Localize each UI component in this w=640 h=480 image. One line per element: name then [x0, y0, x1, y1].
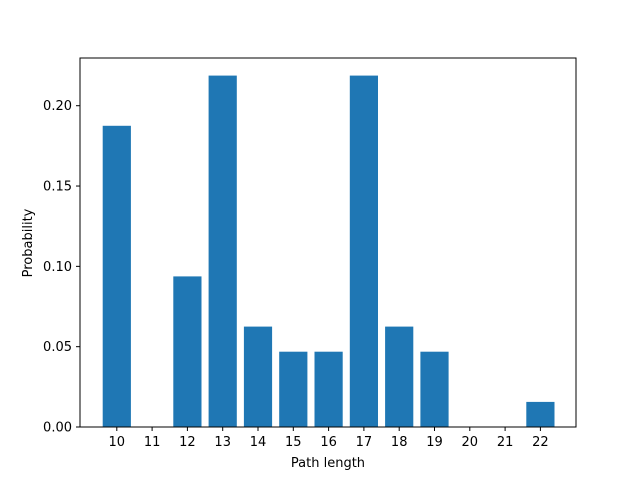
x-tick-label-12: 12 [179, 435, 196, 450]
x-tick-label-22: 22 [532, 435, 549, 450]
y-tick-label-3: 0.15 [43, 180, 72, 195]
bars-group [102, 75, 555, 427]
bar-18 [385, 326, 414, 427]
x-tick-label-18: 18 [391, 435, 408, 450]
x-ticks-group: 10 11 12 13 14 15 16 17 18 19 20 21 22 [109, 427, 549, 450]
x-tick-label-14: 14 [250, 435, 267, 450]
plot-frame [79, 57, 577, 428]
x-tick-label-10: 10 [109, 435, 126, 450]
y-axis-label: Probability [21, 208, 36, 277]
x-axis-label: Path length [291, 456, 365, 471]
y-tick-label-0: 0.00 [43, 421, 72, 436]
bar-14 [243, 326, 273, 427]
y-tick-label-2: 0.10 [43, 260, 72, 275]
x-tick-label-11: 11 [144, 435, 161, 450]
x-tick-label-17: 17 [356, 435, 373, 450]
y-ticks-group: 0.00 0.05 0.10 0.15 0.20 [43, 99, 80, 436]
y-tick-label-1: 0.05 [43, 340, 72, 355]
x-tick-label-16: 16 [320, 435, 337, 450]
bar-10 [102, 125, 131, 427]
bar-17 [349, 75, 378, 427]
x-tick-label-15: 15 [285, 435, 302, 450]
bar-22 [526, 401, 555, 427]
x-tick-label-13: 13 [214, 435, 231, 450]
x-tick-label-19: 19 [426, 435, 443, 450]
bar-13 [208, 75, 237, 427]
y-tick-label-4: 0.20 [43, 99, 72, 114]
bar-15 [279, 351, 308, 427]
x-tick-label-21: 21 [497, 435, 514, 450]
bar-16 [314, 351, 343, 427]
bar-19 [420, 351, 449, 427]
bar-12 [173, 276, 202, 427]
x-tick-label-20: 20 [462, 435, 479, 450]
